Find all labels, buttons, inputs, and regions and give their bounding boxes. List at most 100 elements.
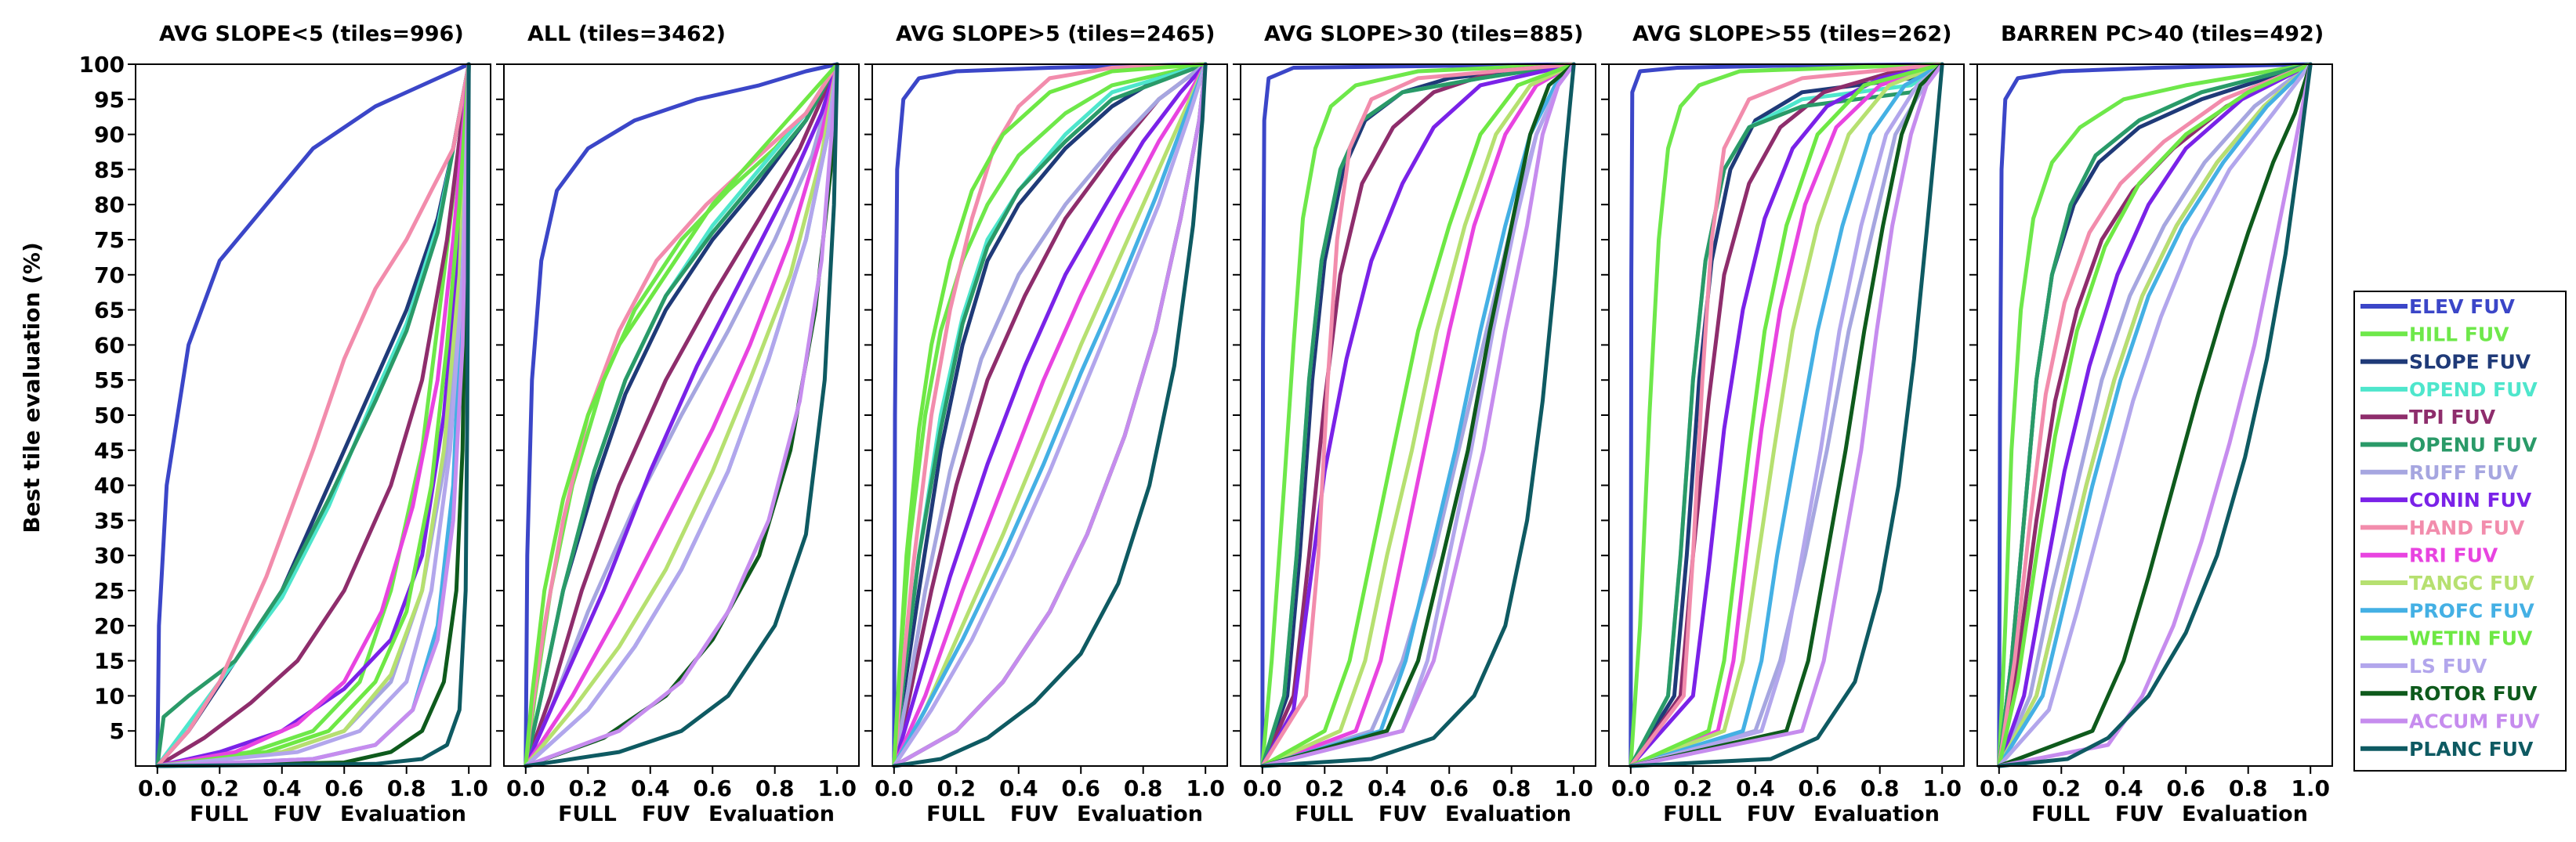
legend-label: ROTOR FUV <box>2409 682 2538 705</box>
curve-conin-fuv <box>1629 62 1944 768</box>
curve-profc-fuv <box>892 62 1208 768</box>
x-axis-label: FULL FUV Evaluation <box>190 802 466 826</box>
x-tick-label: 1.0 <box>1554 775 1593 801</box>
curve-wetin-fuv <box>1629 62 1944 768</box>
curve-elev-fuv <box>155 62 471 768</box>
curve-slope-fuv <box>892 62 1208 768</box>
x-tick-label: 1.0 <box>2291 775 2330 801</box>
curve-rri-fuv <box>524 62 839 768</box>
x-tick-label: 0.0 <box>506 775 545 801</box>
curve-planc-fuv <box>155 62 471 768</box>
x-label-part: FUV <box>274 802 321 826</box>
legend-item-tangc-fuv: TANGC FUV <box>2360 572 2534 594</box>
panel-title: BARREN PC>40 (tiles=492) <box>2001 22 2324 46</box>
x-tick-label: 0.6 <box>1798 775 1837 801</box>
x-tick-label: 0.8 <box>2229 775 2268 801</box>
x-label-part: FUV <box>2115 802 2163 826</box>
x-label-part: Evaluation <box>340 802 466 826</box>
curve-tpi-fuv <box>892 62 1208 768</box>
curve-wetin-fuv <box>155 62 471 768</box>
curve-elev-fuv <box>1260 62 1576 768</box>
x-label-part: FUV <box>642 802 690 826</box>
x-tick-label: 0.4 <box>263 775 302 801</box>
x-label-part: FULL <box>558 802 617 826</box>
panel-title: ALL (tiles=3462) <box>527 22 726 46</box>
curve-profc-fuv <box>1260 62 1576 768</box>
legend-label: OPEND FUV <box>2409 378 2538 401</box>
legend-frame <box>2353 291 2567 772</box>
legend-item-opend-fuv: OPEND FUV <box>2360 378 2538 401</box>
curve-planc-fuv <box>1629 62 1944 768</box>
legend-item-hill-fuv: HILL FUV <box>2360 323 2509 345</box>
curve-ls-fuv <box>1997 62 2313 768</box>
legend-item-ls-fuv: LS FUV <box>2360 655 2487 678</box>
x-tick-label: 0.0 <box>1611 775 1650 801</box>
legend-item-accum-fuv: ACCUM FUV <box>2360 710 2540 733</box>
curve-ls-fuv <box>1260 62 1576 768</box>
x-tick-label: 0.8 <box>387 775 426 801</box>
curve-conin-fuv <box>524 62 839 768</box>
curve-profc-fuv <box>1629 62 1944 768</box>
x-tick-label: 0.0 <box>138 775 177 801</box>
curve-hill-fuv <box>1629 62 1944 768</box>
panel-title: AVG SLOPE<5 (tiles=996) <box>159 22 464 46</box>
x-axis-label: FULL FUV Evaluation <box>2031 802 2308 826</box>
y-tick-label: 95 <box>94 87 125 113</box>
curve-rri-fuv <box>892 62 1208 768</box>
curve-wetin-fuv <box>524 62 839 768</box>
x-label-part: Evaluation <box>2182 802 2308 826</box>
legend-item-rotor-fuv: ROTOR FUV <box>2360 682 2538 705</box>
x-tick-label: 1.0 <box>1186 775 1225 801</box>
curve-planc-fuv <box>892 62 1208 768</box>
y-tick-label: 40 <box>94 473 125 499</box>
x-tick-label: 0.8 <box>755 775 795 801</box>
x-axis-label: FULL FUV Evaluation <box>558 802 835 826</box>
curve-openu-fuv <box>1997 62 2313 768</box>
x-tick-label: 0.0 <box>1980 775 2019 801</box>
x-label-part: Evaluation <box>1445 802 1571 826</box>
x-tick-label: 0.2 <box>2042 775 2081 801</box>
curve-profc-fuv <box>155 62 471 768</box>
curve-hand-fuv <box>1260 62 1576 768</box>
legend-label: PROFC FUV <box>2409 599 2534 622</box>
curve-accum-fuv <box>1629 62 1944 768</box>
curve-ruff-fuv <box>1997 62 2313 768</box>
x-tick-label: 0.2 <box>200 775 239 801</box>
legend-item-profc-fuv: PROFC FUV <box>2360 599 2534 622</box>
curve-elev-fuv <box>1997 62 2313 768</box>
curve-tangc-fuv <box>1997 62 2313 768</box>
x-label-part: FULL <box>190 802 248 826</box>
curves <box>1260 62 1576 768</box>
panel-6: BARREN PC>40 (tiles=492) 0.0 0.2 0.4 0.6 0.8 1… <box>1969 22 2333 826</box>
panel-4: AVG SLOPE>30 (tiles=885) 0.0 0.2 0.4 0.6 0.8 1… <box>1233 22 1596 826</box>
y-tick-label: 25 <box>94 578 125 604</box>
x-label-part: Evaluation <box>1813 802 1940 826</box>
x-tick-label: 0.0 <box>1243 775 1282 801</box>
curves <box>892 62 1208 768</box>
curves <box>155 62 471 768</box>
x-label-part: FULL <box>926 802 985 826</box>
x-tick-label: 0.6 <box>2166 775 2205 801</box>
curve-rotor-fuv <box>155 62 471 768</box>
legend-label: SLOPE FUV <box>2409 351 2531 374</box>
panel-1: AVG SLOPE<5 (tiles=996) 0.0 0.2 0.4 0.6 0.8 1.… <box>79 22 491 826</box>
y-tick-label: 35 <box>94 508 125 533</box>
legend-label: CONIN FUV <box>2409 489 2532 511</box>
y-tick-label: 70 <box>94 262 125 288</box>
curve-hill-fuv <box>1260 62 1576 768</box>
curve-tangc-fuv <box>1629 62 1944 768</box>
legend-label: ACCUM FUV <box>2409 710 2540 733</box>
curve-hand-fuv <box>1997 62 2313 768</box>
x-label-part: FULL <box>2031 802 2090 826</box>
curve-tpi-fuv <box>1997 62 2313 768</box>
x-tick-label: 0.2 <box>1305 775 1344 801</box>
x-tick-label: 0.4 <box>1368 775 1407 801</box>
legend-label: HAND FUV <box>2409 516 2525 539</box>
legend-label: LS FUV <box>2409 655 2487 678</box>
x-label-part: FULL <box>1295 802 1353 826</box>
curve-conin-fuv <box>892 62 1208 768</box>
curve-slope-fuv <box>1260 62 1576 768</box>
curve-elev-fuv <box>1629 62 1944 768</box>
